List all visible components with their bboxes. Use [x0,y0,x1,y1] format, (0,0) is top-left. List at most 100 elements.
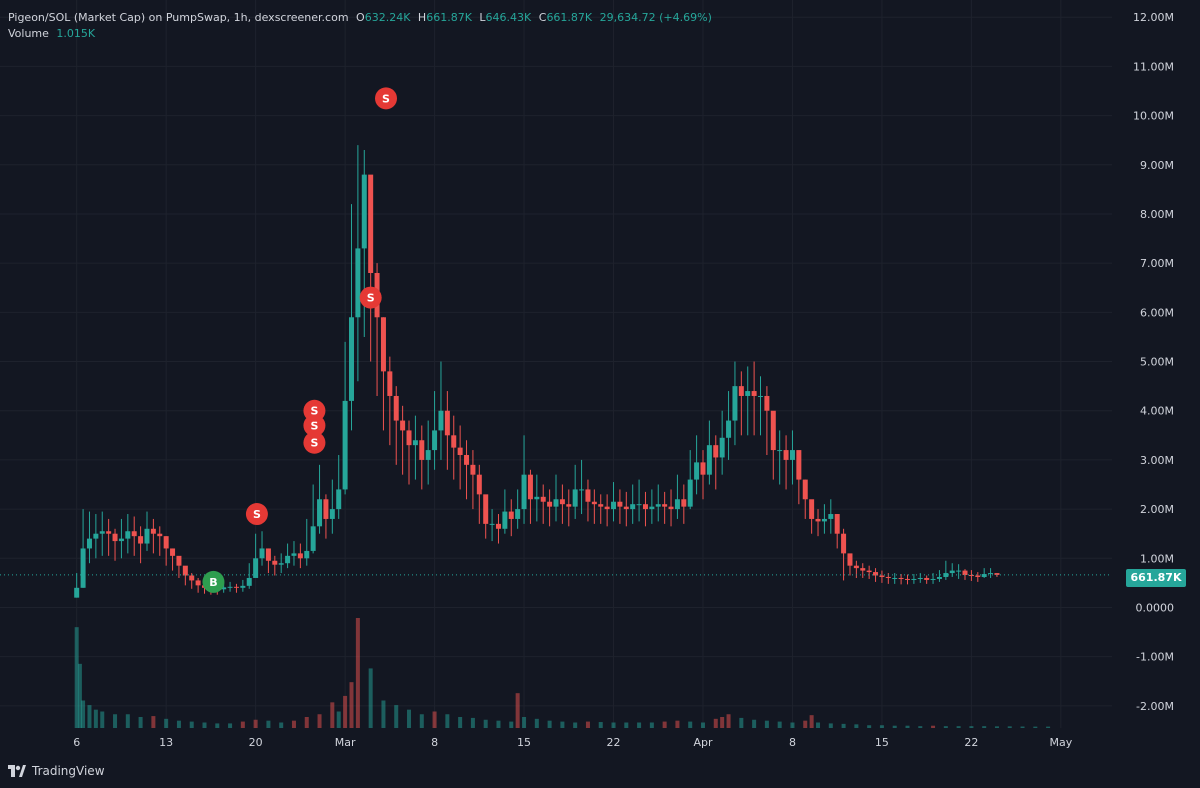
candle-body [745,391,751,396]
candle-body [642,504,648,510]
volume-bar [560,721,565,728]
candle-body [118,538,124,542]
y-tick-label: 12.00M [1133,11,1174,24]
candle-body [687,479,693,507]
symbol-title[interactable]: Pigeon/SOL (Market Cap) on PumpSwap, 1h,… [8,11,349,24]
candle-body [943,573,949,577]
candle-body [924,577,930,580]
x-tick-label: May [1049,736,1072,749]
candle-body [700,462,706,475]
volume-bar [752,719,757,728]
sell-marker: S [245,503,268,526]
volume-bar [317,714,322,728]
volume-bar [841,723,846,728]
candle-body [419,440,425,460]
marker-circle [303,399,326,422]
marker-circle [303,431,326,454]
volume-bar [77,663,82,728]
candle-body [559,499,565,505]
tradingview-logo[interactable]: TradingView [8,764,105,778]
candle-body [783,450,789,460]
candle-body [611,501,617,510]
volume-bar [81,700,86,728]
candle-body [540,496,546,502]
volume-bar [726,714,731,728]
volume-bar [637,722,642,728]
volume-bar [368,668,373,728]
marker-label: S [310,419,318,432]
candle-body [815,518,821,522]
volume-bar [713,718,718,728]
candle-body [572,489,578,507]
candle-body [323,499,329,519]
candle-body [451,435,457,448]
x-tick-label: 22 [607,736,621,749]
candle-body [821,518,827,522]
volume-bar [956,726,961,728]
candle-body [495,523,501,529]
volume-bar [547,720,552,728]
volume-bar [828,723,833,728]
candle-body [483,494,489,524]
volume-bar [266,720,271,728]
legend-row-main: Pigeon/SOL (Market Cap) on PumpSwap, 1h,… [8,10,712,26]
candle-body [265,548,271,561]
candle-body [464,455,470,465]
volume-bar [649,722,654,728]
x-tick-label: 6 [73,736,80,749]
volume-bar [943,726,948,728]
candle-body [259,548,265,559]
marker-circle [202,570,225,593]
candle-body [738,386,744,396]
candle-body [770,410,776,451]
candle-body [368,174,374,273]
volume-bar [803,720,808,728]
chart-legend: Pigeon/SOL (Market Cap) on PumpSwap, 1h,… [8,10,712,42]
x-tick-label: 13 [159,736,173,749]
y-tick-label: 0.0000 [1136,601,1175,614]
volume-bar [611,722,616,728]
tradingview-logo-icon [8,765,26,777]
candle-body [706,445,712,475]
candle-body [336,489,342,510]
volume-bar [87,705,92,728]
sell-marker: S [303,431,326,454]
marker-label: S [253,508,261,521]
volume-label[interactable]: Volume [8,27,49,40]
marker-label: S [367,292,375,305]
candle-body [911,578,917,580]
candle-body [598,504,604,507]
candle-body [438,410,444,431]
volume-bar [982,726,987,728]
candle-body [789,450,795,460]
price-axis[interactable]: -2.00M -1.00M 0.0000 1.00M 2.00M 3.00M 4.00M 5.… [1133,11,1174,713]
volume-bar [407,709,412,728]
volume-bar [93,709,98,728]
candle-body [380,317,386,372]
y-tick-label: 3.00M [1140,454,1174,467]
volume-bar [739,717,744,728]
candle-body [732,386,738,421]
volume-bar [419,714,424,728]
x-tick-label: 22 [964,736,978,749]
candle-body [170,548,176,556]
sell-marker: S [303,399,326,422]
volume-bar [355,618,360,728]
time-axis[interactable]: 6 13 20 Mar 8 15 22 Apr 8 15 22 May [73,736,1073,749]
volume-bar [509,721,514,728]
candle-body [285,555,291,564]
volume-bar [809,715,814,728]
legend-row-volume: Volume 1.015K [8,26,712,42]
candle-body [253,558,259,578]
candle-body [157,533,163,537]
candle-body [150,528,156,534]
volume-bar [790,722,795,728]
candle-body [636,504,642,506]
candle-body [655,504,661,507]
candle-body [917,577,923,579]
candle-body [758,395,764,397]
y-tick-label: 2.00M [1140,503,1174,516]
open-label: O [356,11,365,24]
candle-body [342,400,348,490]
